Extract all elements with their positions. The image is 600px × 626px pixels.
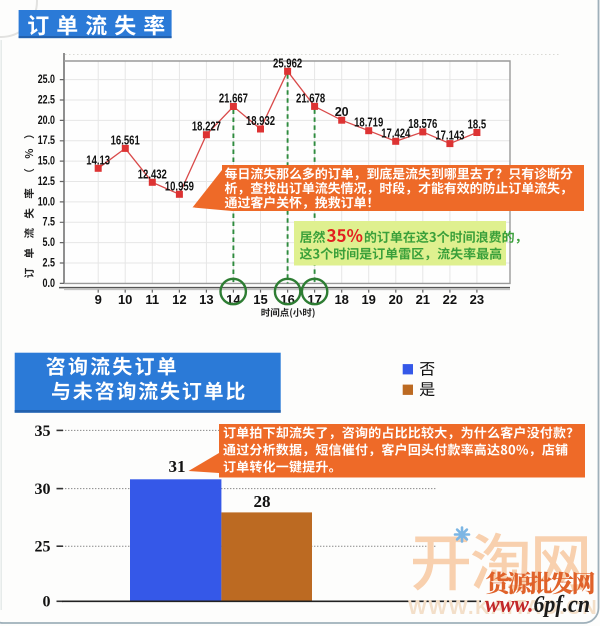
svg-text:20.0: 20.0 (38, 115, 55, 127)
svg-text:22: 22 (443, 292, 457, 307)
svg-text:31: 31 (169, 457, 186, 476)
svg-text:20: 20 (389, 292, 403, 307)
svg-text:12.5: 12.5 (38, 176, 56, 188)
svg-text:20: 20 (335, 105, 349, 119)
svg-text:0.0: 0.0 (43, 278, 56, 290)
svg-text:17.424: 17.424 (381, 126, 410, 140)
svg-text:13: 13 (199, 292, 213, 307)
svg-text:www.6pf.cn: www.6pf.cn (485, 592, 590, 618)
svg-text:25.962: 25.962 (273, 56, 302, 70)
svg-text:19: 19 (361, 292, 375, 307)
svg-text:28: 28 (254, 492, 271, 511)
svg-text:10: 10 (118, 292, 132, 307)
svg-text:12.432: 12.432 (138, 167, 167, 181)
svg-text:23: 23 (470, 292, 484, 307)
svg-text:15.0: 15.0 (38, 156, 55, 168)
svg-text:21.678: 21.678 (296, 91, 325, 105)
svg-text:12: 12 (172, 292, 186, 307)
svg-text:16.561: 16.561 (111, 133, 140, 147)
svg-text:7.5: 7.5 (43, 217, 56, 229)
svg-text:35: 35 (35, 423, 51, 440)
svg-text:5.0: 5.0 (43, 237, 56, 249)
svg-text:14.13: 14.13 (86, 153, 110, 167)
svg-text:18.576: 18.576 (408, 117, 437, 131)
svg-text:21.667: 21.667 (219, 92, 248, 106)
svg-text:18: 18 (334, 292, 348, 307)
svg-text:18.932: 18.932 (246, 114, 275, 128)
svg-text:2.5: 2.5 (43, 257, 56, 269)
svg-text:WWW.KAITAO.CN: WWW.KAITAO.CN (408, 597, 598, 619)
svg-text:11: 11 (145, 292, 159, 307)
svg-text:18.5: 18.5 (468, 118, 487, 132)
svg-text:17.143: 17.143 (435, 129, 464, 143)
svg-text:0: 0 (43, 594, 51, 611)
svg-text:10.0: 10.0 (38, 196, 55, 208)
svg-text:10.959: 10.959 (165, 179, 194, 193)
svg-text:21: 21 (416, 292, 430, 307)
svg-text:15: 15 (253, 292, 267, 307)
svg-text:18.719: 18.719 (354, 116, 383, 130)
svg-text:25.0: 25.0 (38, 74, 55, 86)
svg-text:18.227: 18.227 (192, 120, 221, 134)
svg-text:25: 25 (35, 539, 51, 556)
svg-text:9: 9 (95, 292, 102, 307)
svg-text:17.5: 17.5 (38, 135, 56, 147)
svg-text:30: 30 (35, 481, 51, 498)
svg-text:22.5: 22.5 (38, 94, 56, 106)
